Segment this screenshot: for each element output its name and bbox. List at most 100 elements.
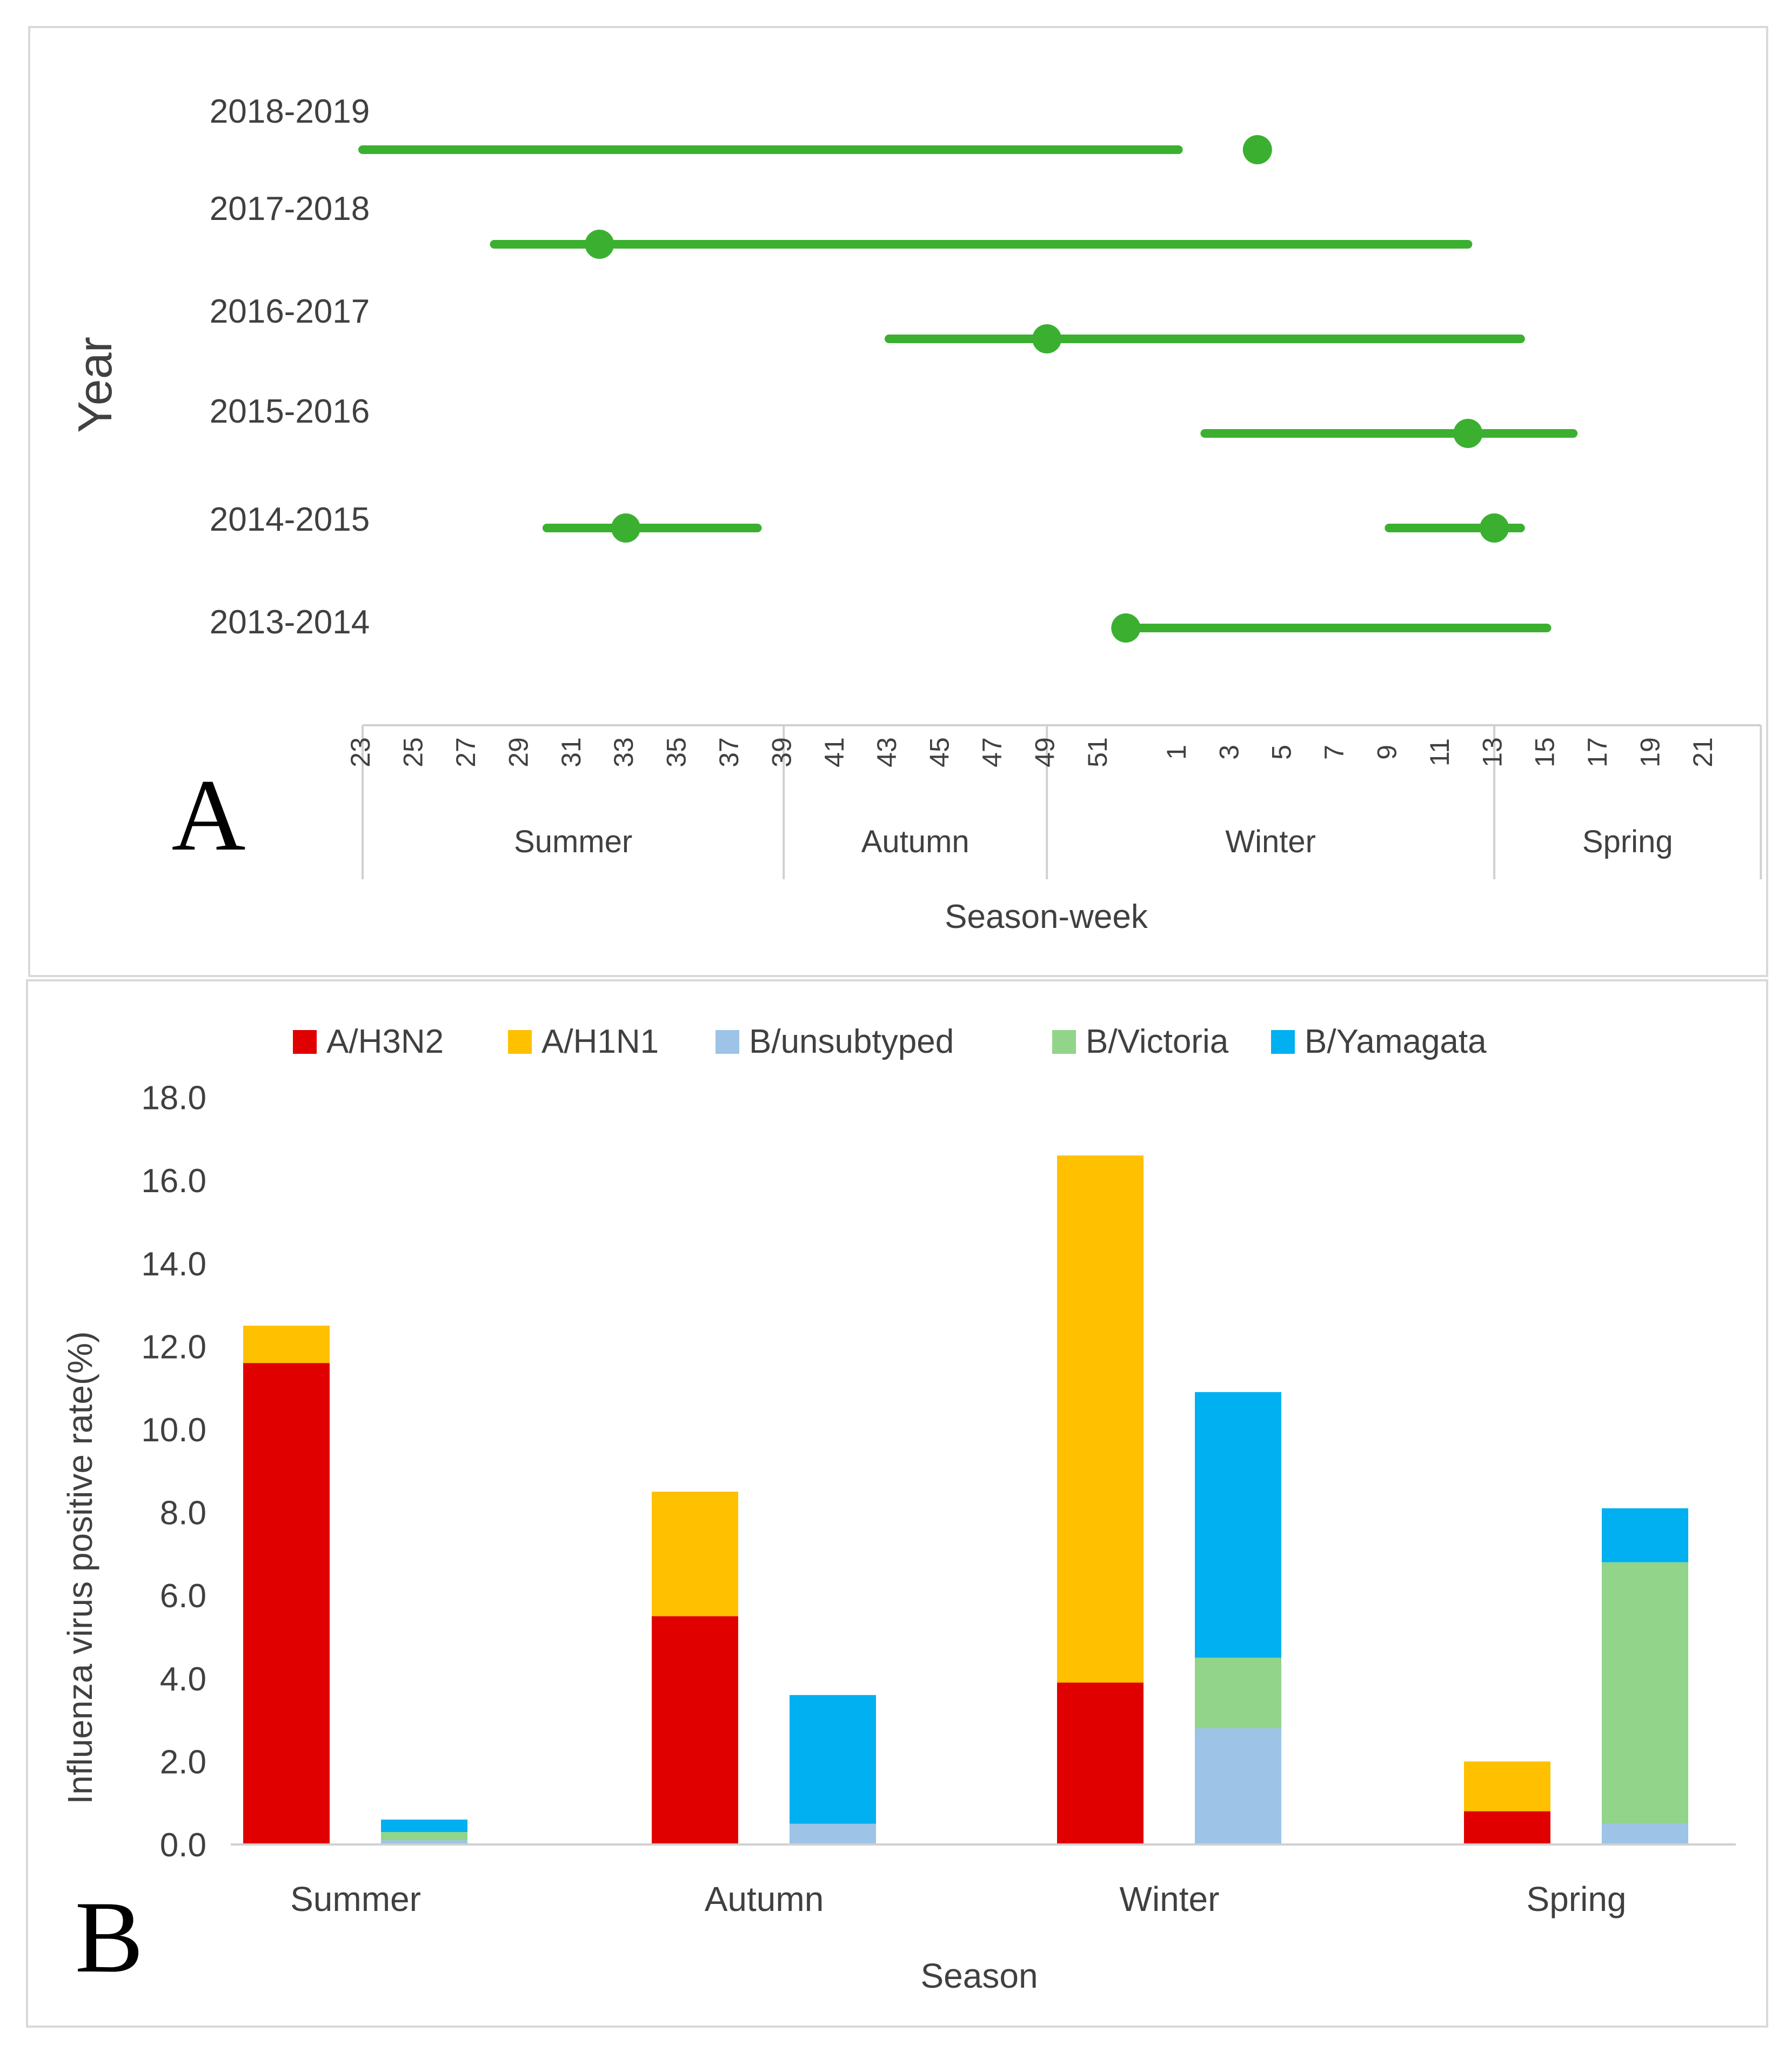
legend-swatch — [716, 1030, 739, 1054]
week-tick-label: 43 — [872, 737, 902, 767]
legend-label: B/Yamagata — [1305, 1023, 1487, 1060]
bar-segment — [1602, 1562, 1688, 1824]
year-row: 2017-2018 — [210, 190, 1473, 259]
legend-label: B/unsubtyped — [749, 1023, 954, 1060]
year-row: 2018-2019 — [210, 93, 1272, 164]
y-tick-label: 2.0 — [160, 1743, 206, 1781]
week-tick-label: 33 — [609, 737, 639, 767]
legend-label: A/H1N1 — [541, 1023, 659, 1060]
y-tick-label: 18.0 — [141, 1080, 206, 1117]
y-axis-title: Influenza virus positive rate(%) — [61, 1331, 99, 1804]
week-tick-label: 15 — [1530, 737, 1560, 767]
year-row: 2015-2016 — [210, 393, 1578, 448]
bar-segment — [1195, 1657, 1281, 1728]
year-row: 2013-2014 — [210, 604, 1552, 643]
peak-week-dot — [1453, 419, 1483, 448]
bar-segment — [243, 1326, 330, 1363]
panel-label-b: B — [75, 1881, 144, 1994]
bar-segment — [1602, 1823, 1688, 1844]
week-tick-label: 35 — [661, 737, 692, 767]
bar-segment — [1464, 1761, 1550, 1812]
bar-segment — [1195, 1728, 1281, 1844]
peak-week-dot — [611, 513, 640, 543]
legend-swatch — [508, 1030, 532, 1054]
year-label: 2018-2019 — [210, 93, 370, 130]
legend: A/H3N2 A/H1N1 B/unsubtyped B/Victoria B/Yama… — [293, 1023, 1487, 1060]
bar-segment — [243, 1363, 330, 1844]
week-tick-label: 3 — [1214, 745, 1244, 760]
bar-segment — [652, 1616, 738, 1844]
peak-week-dot — [1032, 324, 1062, 353]
bar-segment — [790, 1695, 876, 1824]
bar-segment — [1464, 1811, 1550, 1844]
bar-segment — [790, 1823, 876, 1844]
season-group-label: Spring — [1582, 824, 1673, 859]
y-tick-label: 6.0 — [160, 1578, 206, 1615]
week-axis: 23 25 27 29 31 33 35 37 39 41 43 45 47 49 51 1 3 5 7 9 11 13 1… — [345, 724, 1762, 879]
week-tick-label: 37 — [714, 737, 744, 767]
year-label: 2016-2017 — [210, 293, 370, 330]
week-tick-label: 29 — [503, 737, 533, 767]
y-tick-label: 4.0 — [160, 1661, 206, 1698]
panel-label-a: A — [171, 759, 245, 872]
week-tick-label: 31 — [556, 737, 586, 767]
legend-swatch — [1271, 1030, 1295, 1054]
peak-week-dot — [1242, 135, 1272, 164]
season-group-label: Autumn — [861, 824, 969, 859]
y-axis: 0.0 2.0 4.0 6.0 8.0 10.0 12.0 14.0 16.0 18.0 — [141, 1080, 206, 1864]
year-label: 2017-2018 — [210, 190, 370, 228]
bars — [243, 1155, 1688, 1844]
y-tick-label: 14.0 — [141, 1246, 206, 1283]
bar-segment — [381, 1819, 467, 1832]
season-group-label: Summer — [514, 824, 632, 859]
panel-a-chart: Year A Season-week 23 25 27 29 31 33 35 37 39 41 4… — [28, 26, 1768, 977]
bar-segment — [381, 1832, 467, 1841]
bar-segment — [1602, 1508, 1688, 1562]
season-week-chart: Year A Season-week 23 25 27 29 31 33 35 37 39 41 4… — [68, 93, 1762, 935]
week-tick-label: 41 — [819, 737, 850, 767]
year-row: 2016-2017 — [210, 293, 1525, 353]
bar-segment — [652, 1492, 738, 1616]
week-tick-label: 9 — [1372, 745, 1402, 760]
week-tick-label: 11 — [1425, 738, 1455, 766]
week-tick-label: 51 — [1082, 737, 1113, 767]
x-tick-label: Spring — [1527, 1880, 1627, 1919]
week-tick-label: 49 — [1029, 737, 1060, 767]
week-tick-label: 19 — [1635, 737, 1666, 767]
week-tick-label: 7 — [1319, 745, 1349, 760]
week-tick-label: 5 — [1267, 745, 1297, 760]
y-tick-label: 12.0 — [141, 1328, 206, 1366]
legend-swatch — [293, 1030, 317, 1054]
year-row: 2014-2015 — [210, 501, 1525, 543]
week-tick-label: 27 — [451, 737, 481, 767]
season-group-label: Winter — [1225, 824, 1316, 859]
week-tick-label: 1 — [1161, 745, 1192, 760]
x-tick-label: Summer — [290, 1880, 421, 1919]
week-tick-label: 47 — [977, 737, 1007, 767]
peak-week-dot — [1111, 613, 1141, 643]
y-axis-title: Year — [68, 337, 122, 433]
legend-swatch — [1052, 1030, 1076, 1054]
bar-segment — [381, 1840, 467, 1844]
legend-label: A/H3N2 — [326, 1023, 444, 1060]
x-tick-label: Autumn — [705, 1880, 824, 1919]
bar-segment — [1057, 1155, 1144, 1683]
x-tick-label: Winter — [1120, 1880, 1220, 1919]
positive-rate-chart: A/H3N2 A/H1N1 B/unsubtyped B/Victoria B/Yama… — [61, 1023, 1736, 1995]
y-tick-label: 0.0 — [160, 1827, 206, 1864]
bar-segment — [1195, 1392, 1281, 1658]
week-tick-label: 39 — [766, 737, 797, 767]
year-label: 2015-2016 — [210, 393, 370, 430]
week-tick-label: 23 — [345, 737, 376, 767]
x-axis-title: Season — [920, 1956, 1038, 1995]
x-axis: Summer Autumn Winter Spring — [231, 1843, 1736, 1919]
y-tick-label: 16.0 — [141, 1162, 206, 1200]
y-tick-label: 10.0 — [141, 1412, 206, 1449]
legend-label: B/Victoria — [1086, 1023, 1229, 1060]
bar-segment — [1057, 1682, 1144, 1844]
week-tick-label: 13 — [1477, 737, 1507, 767]
year-label: 2014-2015 — [210, 501, 370, 538]
year-rows: 2018-2019 2017-2018 2016-2017 2015-2016 2014… — [210, 93, 1578, 643]
y-tick-label: 8.0 — [160, 1495, 206, 1532]
week-tick-label: 45 — [925, 737, 955, 767]
